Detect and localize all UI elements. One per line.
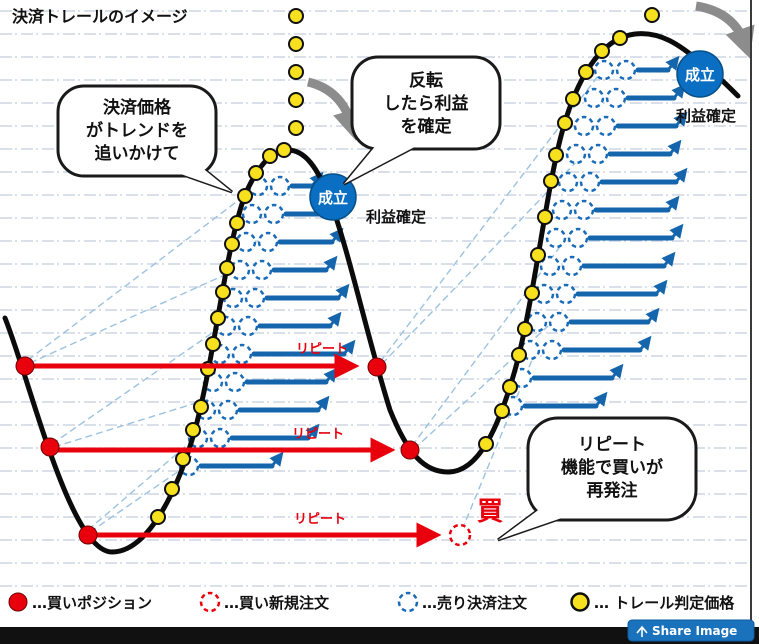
sell-order-row	[583, 83, 686, 109]
bubble-trail-line3: 追いかけて	[95, 143, 180, 164]
sell-order-row	[593, 55, 680, 81]
bubble-repeat-line1: リピート	[578, 435, 646, 455]
take-profit-label-1: 利益確定	[366, 208, 426, 226]
legend-buy-new-order-label: …買い新規注文	[224, 594, 330, 612]
legend-trail-price-label: … トレール判定価格	[594, 594, 735, 612]
buy-position-dot	[367, 357, 387, 377]
sell-order-row	[178, 451, 284, 477]
legend-buy-position-icon	[8, 592, 28, 612]
repeat-label-1: リピート	[296, 342, 348, 357]
sell-order-row	[187, 423, 320, 449]
speech-bubble-trail: 決済価格 がトレンドを 追いかけて	[56, 84, 233, 194]
speech-bubble-reverse: 反転 したら利益 を確定	[342, 55, 502, 186]
buy-position-dot	[15, 356, 35, 376]
buy-new-order-circle	[448, 523, 472, 547]
share-button-label: Share Image	[652, 624, 737, 638]
page-title: 決済トレールのイメージ	[12, 7, 188, 26]
reversal-arrow-icon	[306, 77, 363, 141]
sell-order-row	[215, 311, 342, 337]
bubble-trail-line2: がトレンドを	[86, 120, 188, 141]
sell-order-row	[229, 255, 338, 281]
bubble-repeat-line2: 機能で買いが	[561, 457, 663, 478]
sell-order-row	[545, 223, 684, 249]
sell-order-row	[539, 251, 676, 277]
repeat-label-3: リピート	[294, 512, 346, 527]
sell-order-row	[533, 279, 668, 305]
sell-order-row	[526, 307, 660, 333]
buy-position-dot	[400, 440, 420, 460]
buy-position-dot	[40, 437, 60, 457]
reversal-arrow-icon	[695, 1, 755, 59]
sell-order-cluster-2	[502, 55, 688, 417]
established-label-2: 成立	[685, 66, 715, 84]
sell-order-row	[519, 335, 652, 361]
repeat-label-2: リピート	[292, 427, 344, 442]
sell-order-row	[551, 195, 680, 221]
buy-position-dot	[78, 525, 98, 545]
sell-order-row	[502, 391, 608, 417]
established-badge-1: 成立	[309, 173, 357, 221]
buy-label: 買	[477, 497, 503, 527]
legend-buy-new-order-icon	[199, 591, 221, 613]
legend: …買いポジション …買い新規注文 …売り決済注文 … トレール判定価格	[8, 591, 735, 613]
sell-order-row	[565, 139, 682, 165]
legend-trail-price-icon	[570, 592, 590, 612]
bubble-reverse-line2: したら利益	[384, 93, 469, 114]
bubble-reverse-line3: を確定	[401, 116, 452, 137]
sell-order-row	[195, 395, 330, 421]
share-icon	[636, 625, 648, 637]
sell-order-row	[511, 363, 624, 389]
established-badge-2: 成立	[676, 50, 724, 98]
legend-buy-position-label: …買いポジション	[32, 594, 152, 612]
take-profit-label-2: 利益確定	[676, 107, 736, 125]
bubble-trail-line1: 決済価格	[103, 97, 172, 118]
sell-order-row	[557, 167, 688, 193]
repeat-arrows: リピート リピート リピート	[25, 342, 442, 548]
sell-order-row	[202, 367, 338, 393]
bubble-repeat-line3: 再発注	[587, 480, 638, 501]
established-label-1: 成立	[318, 189, 348, 207]
legend-sell-close-order-label: …売り決済注文	[422, 594, 528, 612]
sell-order-row	[573, 111, 688, 137]
share-image-button[interactable]: Share Image	[627, 619, 755, 642]
speech-bubble-repeat: リピート 機能で買いが 再発注	[497, 416, 698, 542]
bubble-reverse-line1: 反転	[409, 70, 443, 91]
sell-order-row	[209, 339, 356, 365]
legend-sell-close-order-icon	[397, 591, 419, 613]
footer-bar	[0, 627, 759, 644]
sell-order-row	[222, 283, 350, 309]
